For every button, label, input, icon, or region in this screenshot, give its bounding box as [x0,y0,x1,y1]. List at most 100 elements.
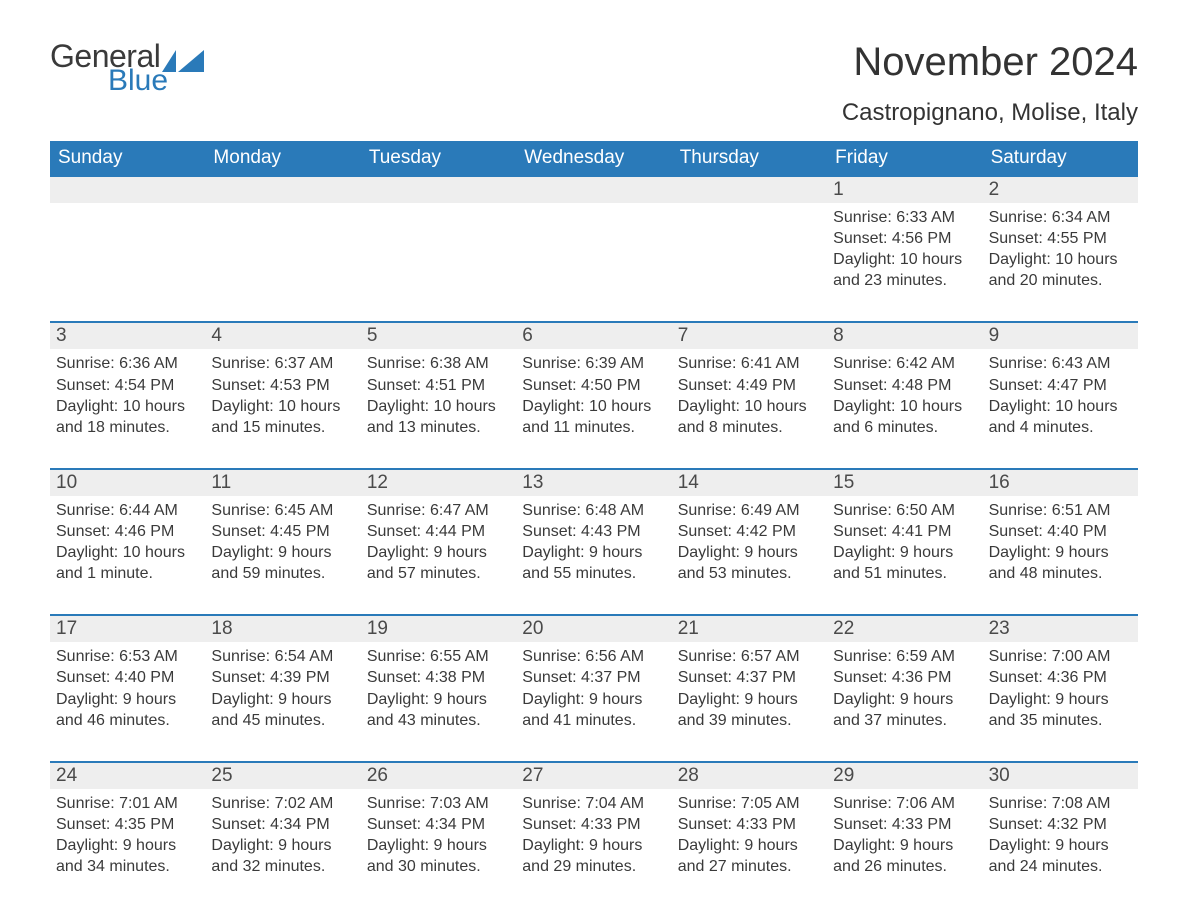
day-number: 18 [205,616,360,642]
day-cell: 22Sunrise: 6:59 AMSunset: 4:36 PMDayligh… [827,616,982,732]
sunset-text: Sunset: 4:46 PM [56,521,199,542]
sunset-text: Sunset: 4:33 PM [678,814,821,835]
daylight-text: Daylight: 9 hours and 26 minutes. [833,835,976,877]
day-details: Sunrise: 6:43 AMSunset: 4:47 PMDaylight:… [983,349,1138,439]
day-cell: 10Sunrise: 6:44 AMSunset: 4:46 PMDayligh… [50,470,205,586]
sunrise-text: Sunrise: 6:55 AM [367,646,510,667]
empty-day-cell [516,177,671,293]
sunrise-text: Sunrise: 7:06 AM [833,793,976,814]
daylight-text: Daylight: 9 hours and 48 minutes. [989,542,1132,584]
day-details: Sunrise: 6:39 AMSunset: 4:50 PMDaylight:… [516,349,671,439]
sunset-text: Sunset: 4:36 PM [833,667,976,688]
daylight-text: Daylight: 9 hours and 59 minutes. [211,542,354,584]
logo: General Blue [50,40,204,96]
month-title: November 2024 [842,40,1138,85]
day-cell: 28Sunrise: 7:05 AMSunset: 4:33 PMDayligh… [672,763,827,879]
daylight-text: Daylight: 10 hours and 1 minute. [56,542,199,584]
sunrise-text: Sunrise: 7:04 AM [522,793,665,814]
day-details: Sunrise: 6:47 AMSunset: 4:44 PMDaylight:… [361,496,516,586]
day-cell: 14Sunrise: 6:49 AMSunset: 4:42 PMDayligh… [672,470,827,586]
sunset-text: Sunset: 4:45 PM [211,521,354,542]
empty-day-cell [50,177,205,293]
sunset-text: Sunset: 4:35 PM [56,814,199,835]
daylight-text: Daylight: 9 hours and 34 minutes. [56,835,199,877]
sunset-text: Sunset: 4:34 PM [367,814,510,835]
day-cell: 24Sunrise: 7:01 AMSunset: 4:35 PMDayligh… [50,763,205,879]
daylight-text: Daylight: 9 hours and 57 minutes. [367,542,510,584]
sunrise-text: Sunrise: 6:50 AM [833,500,976,521]
day-cell: 3Sunrise: 6:36 AMSunset: 4:54 PMDaylight… [50,323,205,439]
empty-daynum [516,177,671,203]
day-details: Sunrise: 7:03 AMSunset: 4:34 PMDaylight:… [361,789,516,879]
daylight-text: Daylight: 9 hours and 29 minutes. [522,835,665,877]
sunrise-text: Sunrise: 7:08 AM [989,793,1132,814]
day-cell: 9Sunrise: 6:43 AMSunset: 4:47 PMDaylight… [983,323,1138,439]
daylight-text: Daylight: 9 hours and 39 minutes. [678,689,821,731]
day-number: 12 [361,470,516,496]
day-number: 4 [205,323,360,349]
day-number: 1 [827,177,982,203]
day-number: 11 [205,470,360,496]
daylight-text: Daylight: 10 hours and 20 minutes. [989,249,1132,291]
day-number: 5 [361,323,516,349]
daylight-text: Daylight: 10 hours and 23 minutes. [833,249,976,291]
day-number: 30 [983,763,1138,789]
day-cell: 26Sunrise: 7:03 AMSunset: 4:34 PMDayligh… [361,763,516,879]
daylight-text: Daylight: 10 hours and 6 minutes. [833,396,976,438]
day-details: Sunrise: 6:54 AMSunset: 4:39 PMDaylight:… [205,642,360,732]
sunrise-text: Sunrise: 6:44 AM [56,500,199,521]
sunrise-text: Sunrise: 7:03 AM [367,793,510,814]
day-cell: 11 Sunrise: 6:45 AMSunset: 4:45 PMDayligh… [205,470,360,586]
weekday-header-row: SundayMondayTuesdayWednesdayThursdayFrid… [50,141,1138,177]
day-details: Sunrise: 7:06 AMSunset: 4:33 PMDaylight:… [827,789,982,879]
day-details: Sunrise: 6:49 AMSunset: 4:42 PMDaylight:… [672,496,827,586]
day-number: 28 [672,763,827,789]
week-row: 24Sunrise: 7:01 AMSunset: 4:35 PMDayligh… [50,761,1138,879]
day-details: Sunrise: 7:05 AMSunset: 4:33 PMDaylight:… [672,789,827,879]
day-details: Sunrise: 6:42 AMSunset: 4:48 PMDaylight:… [827,349,982,439]
sunset-text: Sunset: 4:39 PM [211,667,354,688]
day-details: Sunrise: 7:02 AMSunset: 4:34 PMDaylight:… [205,789,360,879]
daylight-text: Daylight: 9 hours and 37 minutes. [833,689,976,731]
sunrise-text: Sunrise: 6:36 AM [56,353,199,374]
daylight-text: Daylight: 10 hours and 4 minutes. [989,396,1132,438]
day-cell: 30Sunrise: 7:08 AMSunset: 4:32 PMDayligh… [983,763,1138,879]
sunrise-text: Sunrise: 6:37 AM [211,353,354,374]
day-details: Sunrise: 6:55 AMSunset: 4:38 PMDaylight:… [361,642,516,732]
day-cell: 1Sunrise: 6:33 AMSunset: 4:56 PMDaylight… [827,177,982,293]
sunrise-text: Sunrise: 6:45 AM [211,500,354,521]
weekday-friday: Friday [827,141,982,177]
daylight-text: Daylight: 9 hours and 27 minutes. [678,835,821,877]
sunset-text: Sunset: 4:42 PM [678,521,821,542]
day-number: 2 [983,177,1138,203]
logo-word-blue: Blue [108,66,204,96]
day-details: Sunrise: 7:08 AMSunset: 4:32 PMDaylight:… [983,789,1138,879]
sunset-text: Sunset: 4:48 PM [833,375,976,396]
sunrise-text: Sunrise: 6:42 AM [833,353,976,374]
daylight-text: Daylight: 9 hours and 53 minutes. [678,542,821,584]
day-number: 22 [827,616,982,642]
day-cell: 18Sunrise: 6:54 AMSunset: 4:39 PMDayligh… [205,616,360,732]
sunset-text: Sunset: 4:38 PM [367,667,510,688]
sunset-text: Sunset: 4:37 PM [522,667,665,688]
day-details: Sunrise: 6:57 AMSunset: 4:37 PMDaylight:… [672,642,827,732]
sunrise-text: Sunrise: 6:48 AM [522,500,665,521]
day-details: Sunrise: 7:01 AMSunset: 4:35 PMDaylight:… [50,789,205,879]
empty-day-cell [361,177,516,293]
day-number: 27 [516,763,671,789]
sunset-text: Sunset: 4:36 PM [989,667,1132,688]
daylight-text: Daylight: 10 hours and 18 minutes. [56,396,199,438]
sunset-text: Sunset: 4:40 PM [989,521,1132,542]
day-number: 9 [983,323,1138,349]
day-cell: 20Sunrise: 6:56 AMSunset: 4:37 PMDayligh… [516,616,671,732]
daylight-text: Daylight: 9 hours and 32 minutes. [211,835,354,877]
day-cell: 29Sunrise: 7:06 AMSunset: 4:33 PMDayligh… [827,763,982,879]
sunset-text: Sunset: 4:40 PM [56,667,199,688]
day-cell: 15Sunrise: 6:50 AMSunset: 4:41 PMDayligh… [827,470,982,586]
sunrise-text: Sunrise: 7:00 AM [989,646,1132,667]
sunset-text: Sunset: 4:51 PM [367,375,510,396]
sunset-text: Sunset: 4:50 PM [522,375,665,396]
week-row: 3Sunrise: 6:36 AMSunset: 4:54 PMDaylight… [50,321,1138,439]
day-cell: 8Sunrise: 6:42 AMSunset: 4:48 PMDaylight… [827,323,982,439]
header: General Blue November 2024 Castropignano… [50,40,1138,127]
